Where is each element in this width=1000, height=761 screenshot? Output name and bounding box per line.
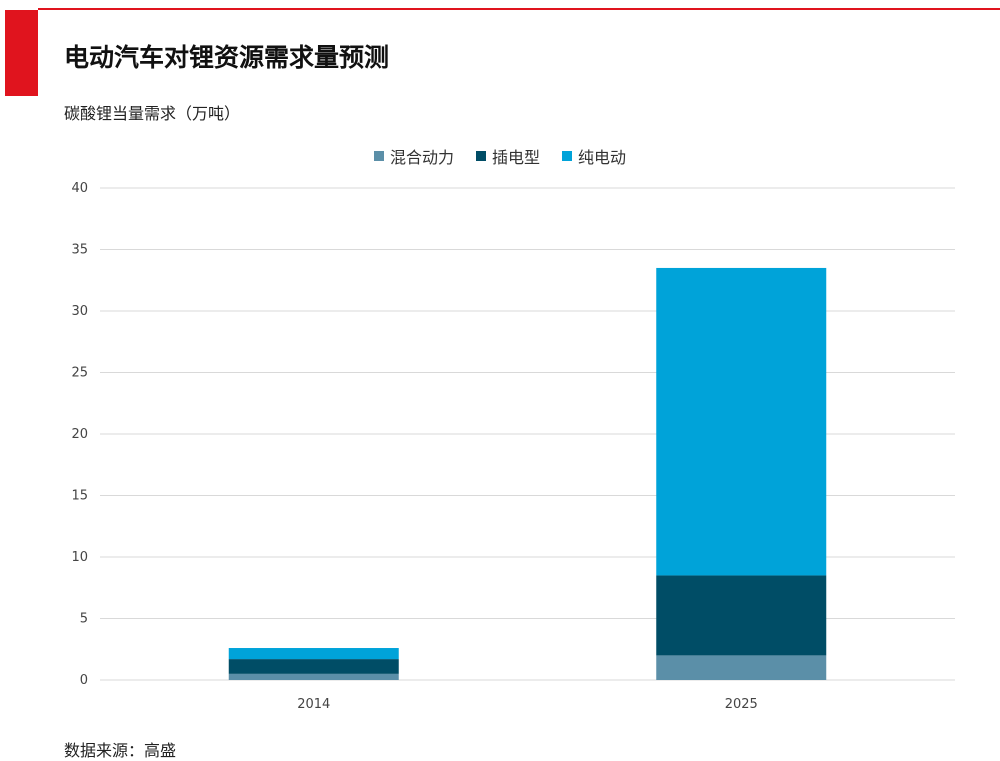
legend-label-hybrid: 混合动力 xyxy=(389,148,454,167)
legend-item-plugin: 插电型 xyxy=(475,144,540,168)
chart-legend: 混合动力 插电型 纯电动 xyxy=(0,144,1000,168)
y-tick-label-40: 40 xyxy=(71,181,88,196)
top-accent-line xyxy=(38,8,1000,10)
y-tick-label-15: 15 xyxy=(71,489,88,504)
bar-2014-series-1 xyxy=(228,659,399,674)
red-accent-block xyxy=(5,10,38,96)
y-tick-label-25: 25 xyxy=(71,366,88,381)
bar-2025-series-2 xyxy=(656,267,827,576)
y-tick-label-20: 20 xyxy=(71,427,88,442)
y-tick-label-35: 35 xyxy=(71,243,88,258)
bar-2014-series-0 xyxy=(228,673,399,680)
chart-unit-label: 碳酸锂当量需求（万吨） xyxy=(64,104,241,123)
x-tick-label-2014: 2014 xyxy=(297,697,330,712)
legend-swatch-hybrid xyxy=(373,151,384,161)
legend-item-hybrid: 混合动力 xyxy=(373,144,454,168)
legend-swatch-bev xyxy=(562,151,572,161)
bar-2025-series-0 xyxy=(656,655,827,680)
y-tick-label-5: 5 xyxy=(80,612,88,627)
legend-item-bev: 纯电动 xyxy=(562,144,626,168)
bar-2025-series-1 xyxy=(656,575,827,656)
page-title: 电动汽车对锂资源需求量预测 xyxy=(64,43,390,72)
x-tick-label-2025: 2025 xyxy=(725,697,758,712)
y-tick-label-0: 0 xyxy=(80,673,88,688)
y-tick-label-10: 10 xyxy=(71,550,88,565)
legend-label-plugin: 插电型 xyxy=(491,148,540,167)
bar-2014-series-2 xyxy=(228,648,399,660)
data-source: 数据来源：高盛 xyxy=(64,741,177,760)
legend-label-bev: 纯电动 xyxy=(578,148,627,167)
y-tick-label-30: 30 xyxy=(71,304,88,319)
legend-swatch-plugin xyxy=(475,151,486,161)
